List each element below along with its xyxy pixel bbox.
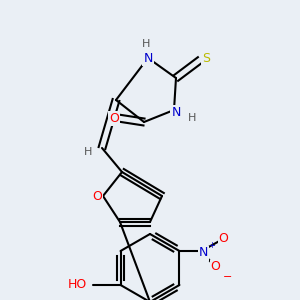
Text: −: − (223, 272, 232, 282)
Text: +: + (208, 241, 215, 250)
Text: O: O (218, 232, 228, 245)
Text: O: O (211, 260, 220, 274)
Text: N: N (143, 52, 153, 64)
Text: H: H (142, 39, 150, 49)
Text: H: H (188, 113, 196, 123)
Text: S: S (202, 52, 210, 64)
Text: O: O (92, 190, 102, 202)
Text: HO: HO (67, 278, 87, 292)
Text: N: N (171, 106, 181, 118)
Text: O: O (109, 112, 119, 124)
Text: H: H (84, 147, 92, 157)
Text: N: N (199, 247, 208, 260)
